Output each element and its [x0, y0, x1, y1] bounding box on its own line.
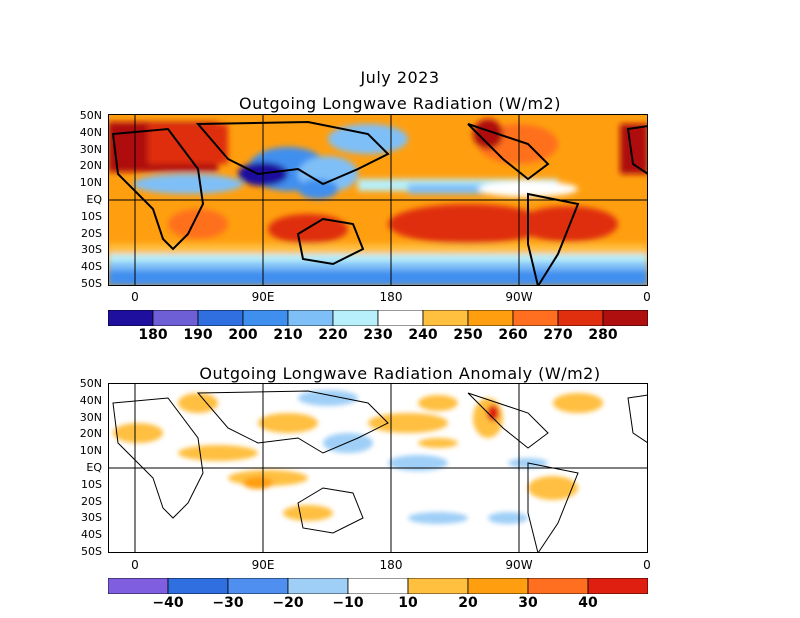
colorbar-label: 10 — [398, 595, 418, 611]
colorbar-label: 230 — [363, 327, 393, 343]
lat-label: 40N — [79, 393, 102, 407]
lat-label: 40N — [79, 125, 102, 139]
colorbar-label: 30 — [518, 595, 538, 611]
lat-label: 10N — [79, 444, 102, 458]
lon-label: 0 — [131, 290, 139, 304]
colorbar-swatch — [167, 578, 229, 594]
lat-label: 30N — [79, 410, 102, 424]
colorbar-swatch — [377, 310, 424, 326]
colorbar-label: 190 — [183, 327, 213, 343]
colorbar-swatch — [242, 310, 289, 326]
lon-label: 90E — [251, 558, 275, 572]
olr-map — [108, 114, 648, 286]
colorbar-label: −10 — [332, 595, 364, 611]
lon-label: 180 — [379, 290, 403, 304]
lat-label: 50S — [81, 545, 102, 558]
lat-label: 20N — [79, 427, 102, 441]
lat-label: 10N — [79, 176, 102, 190]
colorbar-label: 260 — [498, 327, 528, 343]
colorbar-label: 40 — [578, 595, 598, 611]
colorbar-swatch — [467, 578, 529, 594]
lat-label: 40S — [81, 528, 102, 542]
lon-label: 0 — [643, 558, 651, 572]
colorbar-label: 250 — [453, 327, 483, 343]
olr-anomaly-map — [108, 383, 648, 553]
lon-label: 0 — [643, 290, 651, 304]
lat-label: 30S — [81, 243, 102, 257]
lat-label: EQ — [86, 193, 102, 206]
lat-label: 50S — [81, 277, 102, 290]
lat-label: 50N — [79, 377, 102, 390]
top-panel-title: Outgoing Longwave Radiation (W/m2) — [239, 94, 561, 113]
colorbar-swatch — [227, 578, 289, 594]
colorbar-swatch — [512, 310, 559, 326]
colorbar-swatch — [287, 578, 349, 594]
lat-label: 30S — [81, 511, 102, 525]
colorbar-label: 280 — [588, 327, 618, 343]
colorbar-swatch — [587, 578, 648, 594]
lat-label: 50N — [79, 109, 102, 122]
lat-label: EQ — [86, 461, 102, 474]
colorbar-swatch — [347, 578, 409, 594]
page-title: July 2023 — [360, 68, 440, 87]
colorbar-swatch — [407, 578, 469, 594]
colorbar-label: −30 — [212, 595, 244, 611]
colorbar-swatch — [557, 310, 604, 326]
colorbar-label: 220 — [318, 327, 348, 343]
lon-label: 0 — [131, 558, 139, 572]
colorbar-label: 210 — [273, 327, 303, 343]
top-colorbar — [108, 310, 648, 326]
lat-label: 20N — [79, 159, 102, 173]
lat-label: 20S — [81, 494, 102, 508]
colorbar-label: 180 — [138, 327, 168, 343]
bottom-panel-title: Outgoing Longwave Radiation Anomaly (W/m… — [199, 364, 601, 383]
lon-label: 90W — [505, 290, 533, 304]
lat-label: 20S — [81, 226, 102, 240]
colorbar-label: −20 — [272, 595, 304, 611]
colorbar-swatch — [197, 310, 244, 326]
lon-label: 90W — [505, 558, 533, 572]
colorbar-label: −40 — [152, 595, 184, 611]
colorbar-label: 270 — [543, 327, 573, 343]
bottom-colorbar — [108, 578, 648, 594]
colorbar-label: 200 — [228, 327, 258, 343]
colorbar-swatch — [422, 310, 469, 326]
lat-label: 10S — [81, 477, 102, 491]
lat-label: 10S — [81, 209, 102, 223]
colorbar-swatch — [602, 310, 648, 326]
colorbar-swatch — [152, 310, 199, 326]
lon-label: 180 — [379, 558, 403, 572]
lat-label: 40S — [81, 260, 102, 274]
lon-label: 90E — [251, 290, 275, 304]
colorbar-label: 20 — [458, 595, 478, 611]
colorbar-swatch — [527, 578, 589, 594]
colorbar-label: 240 — [408, 327, 438, 343]
colorbar-swatch — [287, 310, 334, 326]
lat-label: 30N — [79, 142, 102, 156]
colorbar-swatch — [332, 310, 379, 326]
colorbar-swatch — [108, 578, 169, 594]
colorbar-swatch — [467, 310, 514, 326]
colorbar-swatch — [108, 310, 154, 326]
